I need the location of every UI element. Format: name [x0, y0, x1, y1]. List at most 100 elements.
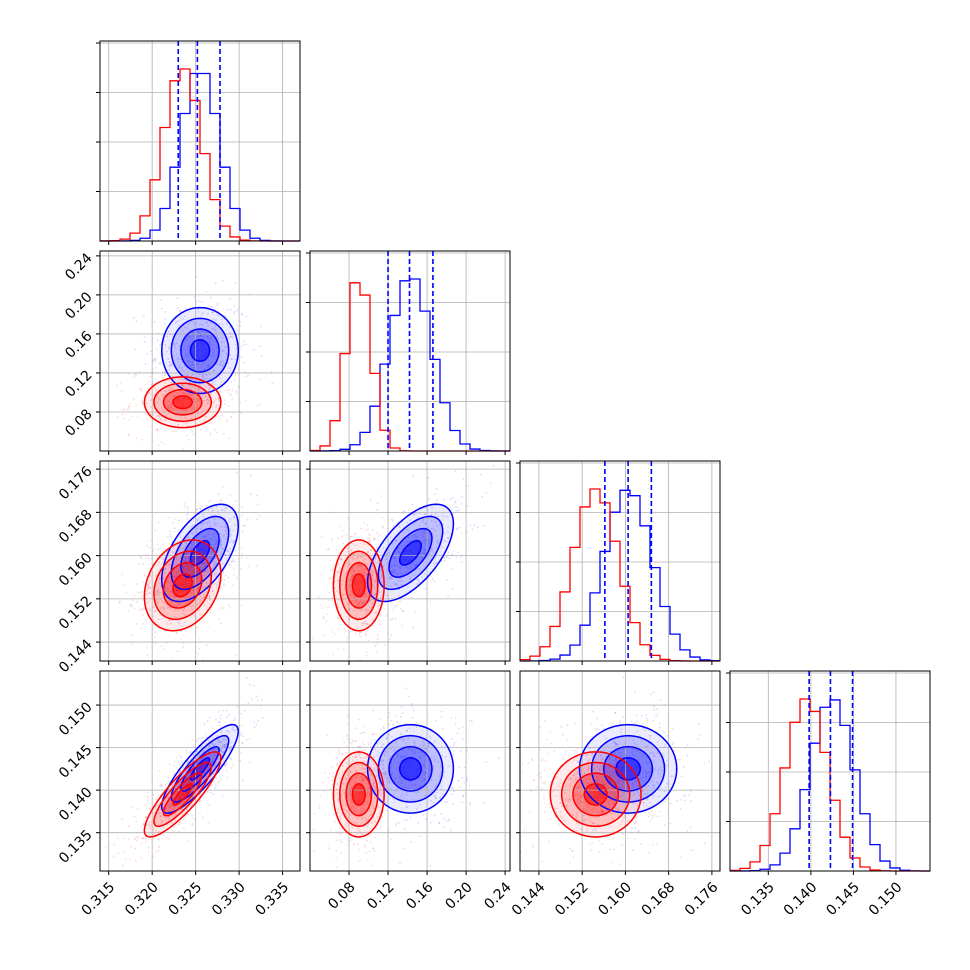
scatter-point	[208, 596, 211, 599]
scatter-point	[373, 768, 376, 771]
scatter-point	[215, 524, 217, 527]
scatter-point	[356, 752, 358, 755]
scatter-point	[416, 583, 419, 585]
scatter-point	[182, 794, 185, 796]
scatter-point	[357, 556, 359, 559]
scatter-point	[416, 772, 419, 775]
scatter-point	[338, 752, 340, 755]
scatter-point	[148, 582, 151, 585]
scatter-point	[373, 739, 376, 741]
scatter-point	[378, 752, 380, 754]
scatter-point	[342, 594, 345, 597]
scatter-point	[165, 390, 167, 393]
scatter-point	[580, 795, 583, 798]
scatter-point	[454, 470, 457, 473]
scatter-point	[605, 755, 608, 758]
scatter-point	[233, 378, 236, 381]
scatter-point	[336, 866, 338, 869]
scatter-point	[651, 816, 654, 819]
scatter-point	[416, 791, 419, 794]
scatter-point	[446, 801, 449, 804]
scatter-point	[445, 820, 448, 822]
scatter-point	[183, 546, 186, 548]
scatter-point	[158, 397, 160, 400]
scatter-point	[241, 779, 244, 782]
scatter-point	[196, 769, 199, 772]
scatter-point	[221, 414, 224, 417]
scatter-point	[408, 777, 411, 780]
scatter-point	[466, 530, 468, 533]
scatter-point	[413, 573, 416, 576]
scatter-point	[703, 842, 706, 845]
scatter-point	[211, 761, 213, 763]
scatter-point	[205, 321, 207, 324]
scatter-point	[455, 528, 458, 531]
scatter-point	[619, 722, 622, 725]
scatter-point	[622, 715, 625, 718]
scatter-point	[414, 784, 417, 787]
scatter-point	[190, 526, 193, 528]
scatter-point	[595, 808, 598, 811]
scatter-point	[394, 584, 397, 586]
scatter-point	[620, 731, 622, 733]
scatter-point	[424, 523, 427, 526]
scatter-point	[354, 777, 357, 780]
scatter-point	[197, 331, 200, 334]
scatter-point	[415, 535, 418, 538]
scatter-point	[622, 751, 625, 754]
scatter-point	[350, 839, 353, 841]
scatter-point	[434, 493, 436, 495]
scatter-point	[418, 512, 421, 515]
scatter-point	[653, 784, 655, 787]
scatter-point	[422, 814, 424, 817]
scatter-point	[338, 760, 341, 763]
scatter-point	[120, 390, 123, 393]
scatter-point	[591, 753, 594, 755]
scatter-point	[383, 767, 385, 769]
scatter-point	[235, 390, 238, 393]
scatter-point	[646, 799, 648, 801]
scatter-point	[402, 785, 405, 788]
scatter-point	[198, 348, 201, 351]
scatter-point	[403, 510, 405, 513]
scatter-point	[173, 805, 176, 808]
scatter-point	[180, 625, 183, 628]
scatter-point	[351, 575, 353, 577]
scatter-point	[634, 827, 637, 829]
scatter-point	[200, 366, 202, 369]
scatter-point	[418, 786, 421, 788]
scatter-point	[354, 799, 357, 802]
scatter-point	[215, 718, 217, 721]
scatter-point	[620, 769, 623, 771]
scatter-point	[362, 809, 365, 812]
scatter-point	[408, 763, 410, 766]
scatter-point	[193, 323, 196, 326]
scatter-point	[133, 838, 136, 841]
scatter-point	[138, 387, 141, 390]
scatter-point	[215, 379, 217, 382]
scatter-point	[187, 323, 190, 326]
scatter-point	[187, 352, 190, 354]
scatter-point	[683, 799, 686, 802]
scatter-point	[209, 756, 212, 759]
scatter-point	[161, 376, 164, 379]
scatter-point	[155, 366, 157, 369]
scatter-point	[366, 551, 369, 554]
scatter-point	[183, 795, 186, 797]
scatter-point	[337, 628, 340, 631]
scatter-point	[131, 634, 133, 636]
scatter-point	[355, 727, 358, 729]
scatter-point	[415, 721, 418, 724]
scatter-point	[162, 396, 164, 398]
scatter-point	[190, 566, 192, 569]
scatter-point	[381, 525, 384, 528]
scatter-point	[356, 776, 358, 778]
scatter-point	[216, 586, 219, 589]
scatter-point	[178, 320, 181, 322]
scatter-point	[213, 400, 216, 402]
scatter-point	[605, 782, 608, 785]
scatter-point	[562, 755, 565, 758]
scatter-point	[379, 613, 382, 615]
scatter-point	[207, 533, 210, 536]
scatter-point	[172, 771, 175, 774]
